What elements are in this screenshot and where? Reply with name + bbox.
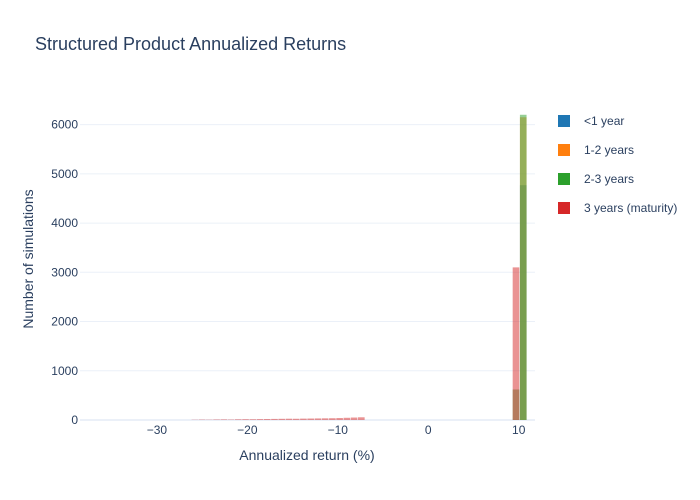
- x-axis-title: Annualized return (%): [239, 447, 374, 463]
- y-tick-label: 2000: [51, 315, 78, 329]
- histogram-bar: [512, 267, 520, 420]
- legend-swatch: [558, 115, 570, 127]
- legend: <1 year 1-2 years 2-3 years 3 years (maturi…: [558, 114, 677, 215]
- legend-label: 1-2 years: [584, 143, 634, 157]
- histogram-bar: [343, 417, 351, 420]
- y-tick-label: 5000: [51, 167, 78, 181]
- histogram-bar: [249, 419, 257, 420]
- histogram-bar: [314, 418, 322, 420]
- y-tick-label: 0: [71, 413, 78, 427]
- histogram-bar: [256, 419, 264, 420]
- x-axis-ticks: −30 −20 −10 0 10: [147, 423, 526, 437]
- histogram-bar: [519, 114, 527, 421]
- chart-title: Structured Product Annualized Returns: [35, 34, 346, 54]
- histogram-bar: [321, 418, 329, 420]
- histogram-bar: [278, 418, 286, 420]
- x-tick-label: −20: [237, 423, 258, 437]
- legend-swatch: [558, 144, 570, 156]
- histogram-bar: [234, 419, 242, 420]
- histogram-bar: [350, 417, 358, 420]
- bars: [191, 114, 527, 421]
- legend-swatch: [558, 173, 570, 185]
- y-axis-ticks: 0 1000 2000 3000 4000 5000 6000: [51, 118, 78, 427]
- histogram-bar: [329, 418, 336, 420]
- legend-label: 3 years (maturity): [584, 201, 677, 215]
- x-tick-label: 0: [425, 423, 432, 437]
- grid: [80, 124, 535, 421]
- histogram-bar: [285, 418, 293, 420]
- histogram-bar: [358, 417, 365, 420]
- histogram-bar: [263, 419, 271, 420]
- y-tick-label: 3000: [51, 265, 78, 279]
- x-tick-label: 10: [512, 423, 526, 437]
- histogram-bar: [300, 418, 307, 420]
- histogram-bar: [292, 418, 300, 420]
- histogram-bar: [336, 418, 343, 420]
- legend-swatch: [558, 202, 570, 214]
- histogram-bar: [271, 418, 278, 420]
- y-tick-label: 1000: [51, 364, 78, 378]
- histogram-bar: [307, 418, 314, 420]
- y-axis-title: Number of simulations: [20, 189, 36, 328]
- x-tick-label: −10: [328, 423, 349, 437]
- y-tick-label: 6000: [51, 118, 78, 132]
- legend-label: <1 year: [584, 114, 624, 128]
- histogram-bar: [242, 419, 249, 420]
- y-tick-label: 4000: [51, 216, 78, 230]
- histogram-bar: [220, 419, 228, 420]
- legend-label: 2-3 years: [584, 172, 634, 186]
- x-tick-label: −30: [147, 423, 168, 437]
